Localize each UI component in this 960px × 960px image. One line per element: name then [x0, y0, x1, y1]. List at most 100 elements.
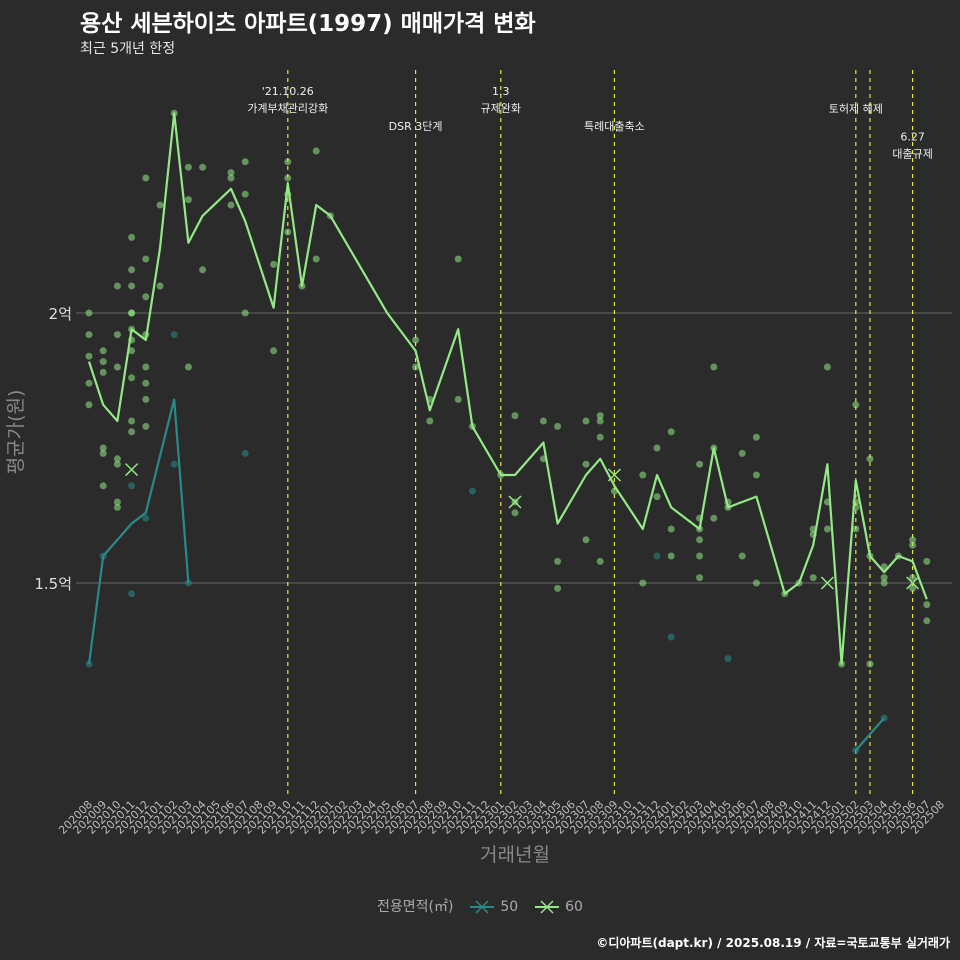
data-point-60: [909, 574, 917, 582]
y-tick-label: 2억: [49, 305, 72, 323]
data-point-60: [866, 455, 874, 463]
data-point-60: [412, 336, 420, 344]
data-point-60: [710, 514, 718, 522]
data-point-60: [128, 266, 136, 274]
cross-stroke: [607, 468, 621, 482]
data-point-60: [128, 309, 136, 317]
event-label: 6.27: [900, 131, 925, 144]
data-point-60: [909, 584, 917, 592]
data-point-50: [667, 633, 675, 641]
data-point-60: [923, 557, 931, 565]
chart-title: 용산 세븐하이츠 아파트(1997) 매매가격 변화: [80, 11, 536, 37]
data-point-60: [923, 617, 931, 625]
data-point-50: [241, 449, 249, 457]
data-point-60: [667, 525, 675, 533]
data-point-60: [128, 428, 136, 436]
data-point-60: [142, 255, 150, 263]
data-point-60: [184, 163, 192, 171]
data-point-60: [653, 444, 661, 452]
median-cross-marker: [607, 468, 621, 482]
data-point-60: [128, 417, 136, 425]
data-point-60: [85, 352, 93, 360]
y-axis-label: 평균가(원): [5, 390, 27, 475]
data-point-60: [923, 601, 931, 609]
cross-stroke: [125, 463, 139, 477]
data-point-60: [752, 579, 760, 587]
median-cross-marker: [125, 463, 139, 477]
data-point-60: [639, 579, 647, 587]
data-point-60: [99, 482, 107, 490]
data-point-60: [852, 401, 860, 409]
data-point-60: [99, 449, 107, 457]
data-point-60: [99, 358, 107, 366]
data-point-60: [596, 412, 604, 420]
data-point-60: [752, 471, 760, 479]
data-point-60: [554, 557, 562, 565]
event-label: DSR 3단계: [389, 120, 443, 133]
data-point-60: [85, 331, 93, 339]
data-point-60: [99, 444, 107, 452]
data-point-60: [241, 309, 249, 317]
data-point-60: [270, 260, 278, 268]
data-point-60: [184, 363, 192, 371]
median-cross-marker: [906, 576, 920, 590]
data-point-60: [738, 449, 746, 457]
event-label: 가계부채관리강화: [247, 102, 328, 115]
data-point-60: [113, 363, 121, 371]
data-point-60: [99, 368, 107, 376]
series-line-60: [87, 112, 928, 666]
data-point-60: [412, 363, 420, 371]
data-point-60: [227, 174, 235, 182]
data-point-60: [866, 660, 874, 668]
data-point-60: [667, 552, 675, 560]
data-point-60: [454, 255, 462, 263]
data-point-60: [85, 379, 93, 387]
data-point-60: [554, 422, 562, 430]
data-point-60: [909, 536, 917, 544]
data-point-60: [284, 174, 292, 182]
legend-swatch-50: [469, 900, 494, 914]
data-point-60: [696, 536, 704, 544]
data-point-60: [142, 174, 150, 182]
data-point-60: [710, 363, 718, 371]
data-point-60: [312, 147, 320, 155]
data-point-50: [142, 514, 150, 522]
data-point-60: [241, 190, 249, 198]
data-point-60: [85, 401, 93, 409]
data-point-60: [582, 536, 590, 544]
data-point-60: [880, 574, 888, 582]
data-point-50: [128, 482, 136, 490]
data-point-60: [653, 493, 661, 501]
data-point-60: [284, 228, 292, 236]
data-point-60: [511, 412, 519, 420]
data-point-50: [128, 590, 136, 598]
legend-label-60: 60: [565, 899, 583, 915]
data-point-60: [752, 433, 760, 441]
data-point-60: [128, 282, 136, 290]
legend-item-60: 60: [533, 899, 583, 915]
cross-stroke: [906, 576, 920, 590]
data-point-60: [554, 584, 562, 592]
event-label: 규제완화: [481, 102, 521, 115]
event-label: 대출규제: [892, 148, 932, 161]
event-label: 토허제 해제: [829, 102, 883, 116]
data-point-60: [142, 395, 150, 403]
data-point-60: [85, 309, 93, 317]
data-point-60: [738, 552, 746, 560]
data-point-60: [184, 196, 192, 204]
data-point-60: [596, 417, 604, 425]
legend: 전용면적(㎡) 50 60: [0, 896, 960, 916]
data-point-60: [639, 471, 647, 479]
data-point-60: [823, 525, 831, 533]
data-point-60: [426, 417, 434, 425]
series-line-50: [87, 398, 886, 752]
event-label: 1.3: [492, 85, 510, 98]
data-point-60: [113, 331, 121, 339]
data-point-60: [241, 158, 249, 166]
data-point-60: [113, 282, 121, 290]
chart-subtitle: 최근 5개년 한정: [80, 41, 176, 57]
data-point-60: [909, 541, 917, 549]
legend-label-50: 50: [500, 899, 519, 915]
data-point-60: [156, 201, 164, 209]
